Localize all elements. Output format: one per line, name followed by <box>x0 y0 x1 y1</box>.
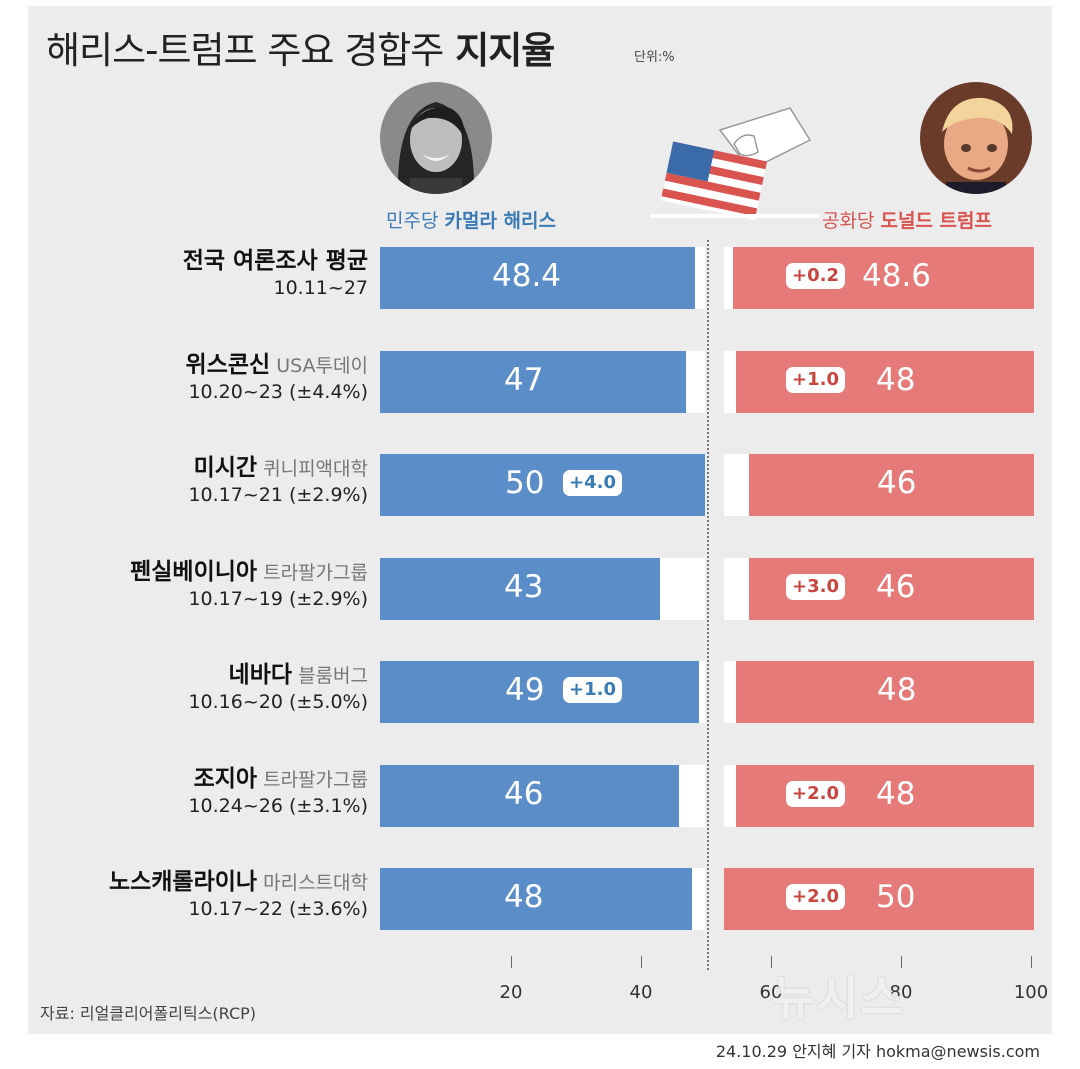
trump-bar <box>736 350 1034 413</box>
harris-value: 48.4 <box>492 258 562 294</box>
trump-bar <box>748 454 1034 516</box>
trump-bar <box>724 868 1034 930</box>
x-tick-mark <box>511 956 512 968</box>
trump-bar <box>732 247 1034 309</box>
trump-value: 48 <box>876 361 916 398</box>
pollster-name: USA투데이 <box>270 354 368 377</box>
region-name: 노스캐롤라이나 <box>108 869 258 895</box>
harris-bar <box>380 247 695 309</box>
x-tick-label: 80 <box>889 982 913 1003</box>
harris-party-label: 민주당 카멀라 해리스 <box>386 206 556 233</box>
harris-value: 49 <box>505 672 545 708</box>
row-date-label: 10.16~20 (±5.0%) <box>188 691 368 713</box>
x-tick-mark <box>901 956 902 968</box>
region-name: 펜실베이니아 <box>130 558 258 585</box>
harris-value: 50 <box>505 465 545 501</box>
lead-badge: +3.0 <box>786 573 845 600</box>
row-date-label: 10.11~27 <box>273 277 369 299</box>
harris-value: 43 <box>504 568 544 605</box>
pollster-name: 퀴니피액대학 <box>257 458 368 480</box>
trump-value: 48 <box>877 672 917 708</box>
harris-bar <box>380 661 699 723</box>
region-name: 네바다 <box>228 662 293 688</box>
chart-title: 해리스-트럼프 주요 경합주 지지율 <box>46 20 555 74</box>
pollster-name: 트라팔가그룹 <box>257 561 368 584</box>
harris-value: 47 <box>504 361 544 398</box>
x-tick-label: 40 <box>629 982 653 1003</box>
row-region-label: 조지아 트라팔가그룹 <box>194 759 368 793</box>
pollster-name: 트라팔가그룹 <box>257 768 368 791</box>
lead-badge: +2.0 <box>786 884 845 910</box>
row-region-label: 노스캐롤라이나 마리스트대학 <box>109 862 368 896</box>
harris-bar <box>380 350 686 413</box>
trump-portrait <box>920 82 1032 194</box>
harris-bar <box>380 764 679 827</box>
byline-credit: 24.10.29 안지혜 기자 hokma@newsis.com <box>715 1042 1040 1061</box>
pollster-name: 블룸버그 <box>292 665 368 687</box>
lead-badge: +1.0 <box>563 677 622 703</box>
lead-badge: +1.0 <box>786 366 845 393</box>
trump-value: 48.6 <box>862 258 932 294</box>
x-tick-label: 20 <box>499 982 523 1003</box>
trump-value: 46 <box>877 465 917 501</box>
trump-value: 46 <box>876 568 916 605</box>
harris-bar <box>380 557 660 620</box>
title-bold: 지지율 <box>455 29 555 72</box>
harris-bar <box>380 868 692 930</box>
lead-badge: +2.0 <box>786 780 845 807</box>
row-date-label: 10.17~22 (±3.6%) <box>188 898 368 920</box>
trump-bar <box>736 764 1034 827</box>
region-name: 미시간 <box>193 455 258 481</box>
harris-value: 48 <box>504 879 544 915</box>
harris-bar <box>380 454 705 516</box>
x-tick-label: 60 <box>759 982 783 1003</box>
x-tick-label: 100 <box>1013 982 1049 1003</box>
row-region-label: 펜실베이니아 트라팔가그룹 <box>130 552 368 586</box>
pollster-name: 마리스트대학 <box>257 872 368 894</box>
row-region-label: 네바다 블룸버그 <box>229 655 368 689</box>
ballot-flag-icon <box>620 100 820 244</box>
harris-value: 46 <box>504 775 544 812</box>
lead-badge: +4.0 <box>563 470 622 496</box>
lead-badge: +0.2 <box>786 263 845 289</box>
center-divider <box>707 240 709 970</box>
x-tick-mark <box>771 956 772 968</box>
row-date-label: 10.20~23 (±4.4%) <box>188 380 368 403</box>
title-main: 해리스-트럼프 주요 경합주 <box>46 29 444 72</box>
unit-label: 단위:% <box>634 50 675 65</box>
trump-party: 공화당 <box>822 210 875 232</box>
harris-party: 민주당 <box>386 210 439 232</box>
row-region-label: 전국 여론조사 평균 <box>183 241 368 275</box>
source-note: 자료: 리얼클리어폴리틱스(RCP) <box>40 1004 257 1023</box>
harris-portrait <box>380 82 492 194</box>
trump-bar <box>736 661 1034 723</box>
harris-name: 카멀라 해리스 <box>444 210 557 232</box>
trump-name: 도널드 트럼프 <box>880 210 993 232</box>
row-date-label: 10.17~21 (±2.9%) <box>188 484 368 506</box>
x-tick-mark <box>641 956 642 968</box>
row-date-label: 10.24~26 (±3.1%) <box>188 794 368 817</box>
region-name: 전국 여론조사 평균 <box>182 248 368 274</box>
region-name: 조지아 <box>193 765 258 792</box>
row-date-label: 10.17~19 (±2.9%) <box>188 587 368 610</box>
row-region-label: 미시간 퀴니피액대학 <box>194 448 368 482</box>
chart-panel <box>28 6 1052 1034</box>
row-region-label: 위스콘신 USA투데이 <box>186 345 368 379</box>
trump-value: 48 <box>876 775 916 812</box>
trump-value: 50 <box>876 879 916 915</box>
region-name: 위스콘신 <box>185 351 271 378</box>
trump-party-label: 공화당 도널드 트럼프 <box>822 206 992 233</box>
newsis-watermark: 뉴시스 <box>772 971 905 1025</box>
x-tick-mark <box>1031 956 1032 968</box>
